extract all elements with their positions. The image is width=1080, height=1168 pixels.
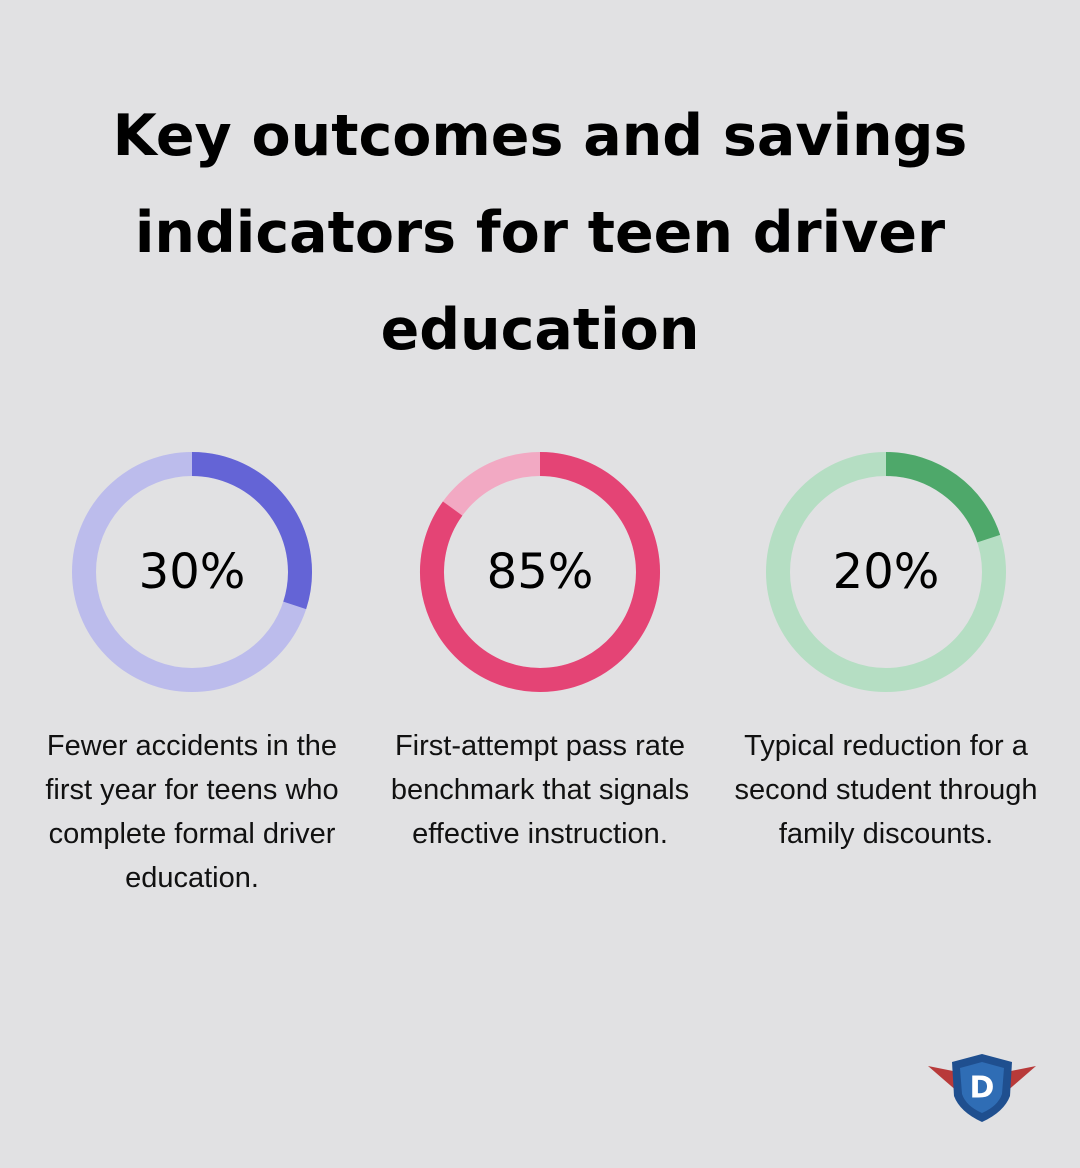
logo-shield-inner [960, 1062, 1004, 1113]
value-label: 85% [487, 544, 594, 600]
value-label: 20% [833, 544, 940, 600]
logo-wing-left [928, 1066, 958, 1092]
logo-letter: D [970, 1071, 995, 1106]
caption: Fewer accidents in the first year for te… [45, 730, 339, 894]
value-label: 30% [139, 544, 246, 600]
caption: Typical reduction for a second student t… [734, 730, 1038, 850]
title: Key outcomes and savings indicators for … [112, 103, 968, 363]
logo-wing-right [1006, 1066, 1036, 1092]
caption: First-attempt pass rate benchmark that s… [390, 730, 690, 850]
logo: D [928, 1054, 1036, 1122]
donut-arc [885, 452, 1001, 543]
donut-arc [420, 452, 660, 692]
donut-arc [191, 452, 312, 610]
